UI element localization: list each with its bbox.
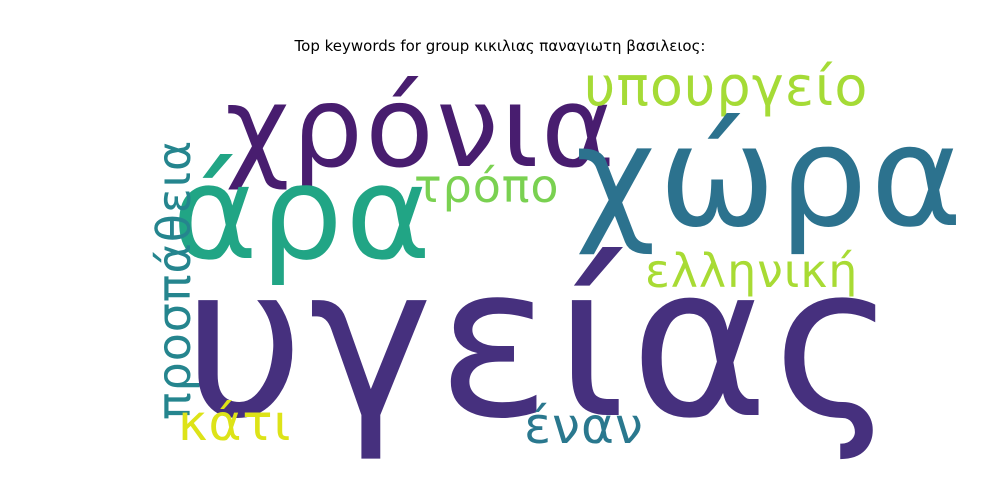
word-ypourgeio: υπουργείο bbox=[584, 55, 869, 118]
word-xronia: χρόνια bbox=[225, 63, 618, 193]
word-xwra: χώρα bbox=[575, 96, 966, 259]
word-tropo: τρόπο bbox=[414, 159, 560, 213]
wordcloud-area bbox=[125, 60, 875, 450]
word-ara: άρα bbox=[172, 137, 434, 289]
word-ellhnikh: ελληνική bbox=[645, 244, 859, 298]
word-enan: έναν bbox=[524, 397, 644, 455]
word-kati: κάτι bbox=[178, 394, 292, 452]
word-ygeias: υγείας bbox=[183, 220, 901, 465]
figure-title: Top keywords for group κικιλιας παναγιωτ… bbox=[294, 37, 706, 55]
